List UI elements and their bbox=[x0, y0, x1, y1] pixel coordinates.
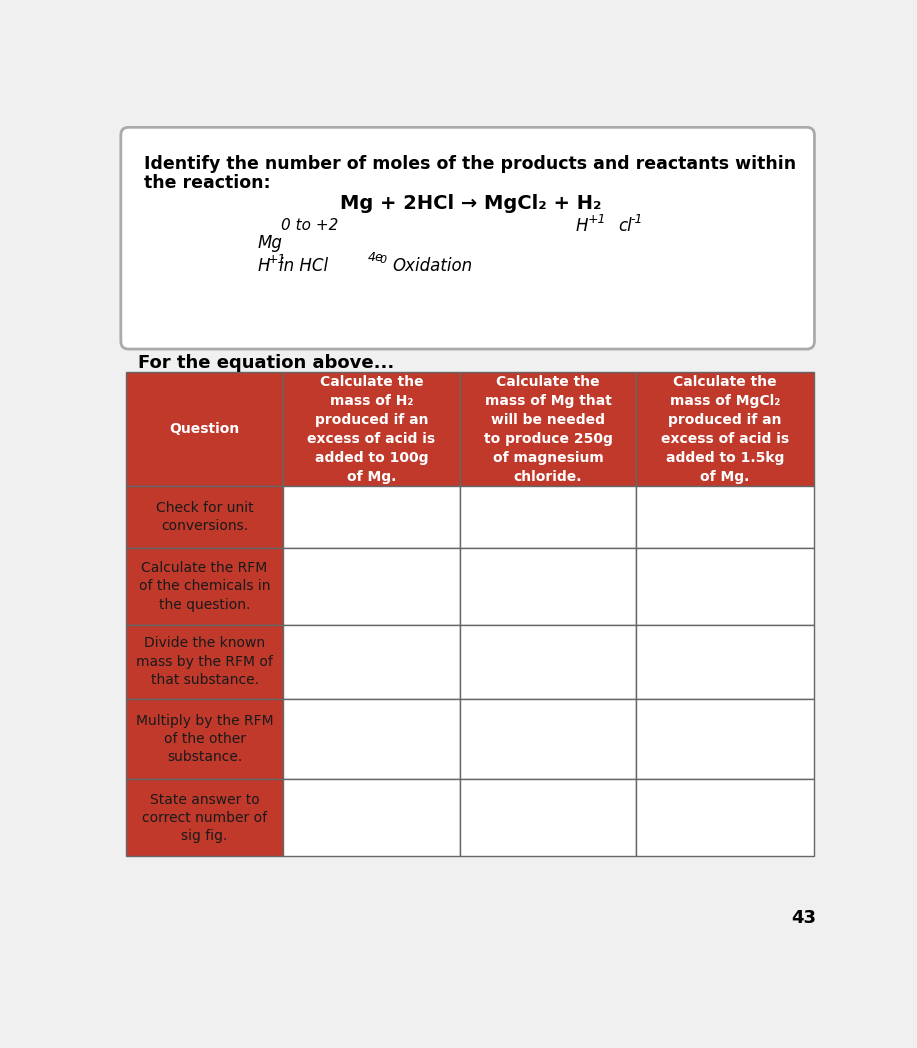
Text: H: H bbox=[576, 217, 588, 235]
Bar bbox=[283, 780, 459, 856]
Text: 43: 43 bbox=[791, 909, 816, 926]
Text: Divide the known
mass by the RFM of
that substance.: Divide the known mass by the RFM of that… bbox=[137, 636, 273, 687]
FancyBboxPatch shape bbox=[121, 127, 814, 349]
Bar bbox=[283, 486, 459, 548]
Text: +1: +1 bbox=[588, 213, 606, 225]
Text: cl: cl bbox=[618, 217, 632, 235]
Text: Question: Question bbox=[170, 422, 239, 436]
Bar bbox=[636, 486, 813, 548]
Bar bbox=[459, 780, 636, 856]
Text: -1: -1 bbox=[631, 213, 643, 225]
Text: Multiply by the RFM
of the other
substance.: Multiply by the RFM of the other substan… bbox=[136, 714, 273, 764]
Text: H: H bbox=[258, 257, 271, 275]
Text: Identify the number of moles of the products and reactants within: Identify the number of moles of the prod… bbox=[144, 155, 796, 173]
Bar bbox=[283, 625, 459, 699]
Bar bbox=[127, 372, 283, 486]
Text: in HCl: in HCl bbox=[279, 257, 328, 275]
Bar bbox=[459, 699, 636, 780]
Text: Calculate the
mass of MgCl₂
produced if an
excess of acid is
added to 1.5kg
of M: Calculate the mass of MgCl₂ produced if … bbox=[661, 375, 789, 483]
Bar bbox=[459, 486, 636, 548]
Bar bbox=[636, 625, 813, 699]
Bar bbox=[459, 548, 636, 625]
Text: For the equation above...: For the equation above... bbox=[138, 353, 394, 372]
Bar bbox=[636, 548, 813, 625]
Bar bbox=[283, 372, 459, 486]
Text: 0: 0 bbox=[380, 255, 387, 265]
Text: State answer to
correct number of
sig fig.: State answer to correct number of sig fi… bbox=[142, 792, 267, 844]
Bar bbox=[636, 699, 813, 780]
Text: the reaction:: the reaction: bbox=[144, 174, 271, 192]
Text: 4e: 4e bbox=[368, 252, 383, 264]
Bar bbox=[127, 780, 283, 856]
Bar bbox=[636, 372, 813, 486]
Text: Mg + 2HCl → MgCl₂ + H₂: Mg + 2HCl → MgCl₂ + H₂ bbox=[340, 194, 602, 213]
Bar bbox=[127, 486, 283, 548]
Text: Calculate the
mass of H₂
produced if an
excess of acid is
added to 100g
of Mg.: Calculate the mass of H₂ produced if an … bbox=[307, 375, 436, 483]
Bar bbox=[127, 625, 283, 699]
Text: +1: +1 bbox=[267, 253, 286, 266]
Text: Oxidation: Oxidation bbox=[392, 257, 472, 275]
Text: Calculate the RFM
of the chemicals in
the question.: Calculate the RFM of the chemicals in th… bbox=[138, 561, 271, 612]
Bar bbox=[127, 699, 283, 780]
Text: 0 to +2: 0 to +2 bbox=[282, 218, 338, 233]
Text: Calculate the
mass of Mg that
will be needed
to produce 250g
of magnesium
chlori: Calculate the mass of Mg that will be ne… bbox=[483, 375, 613, 483]
Bar bbox=[459, 625, 636, 699]
Bar bbox=[636, 780, 813, 856]
Text: Mg: Mg bbox=[258, 234, 282, 252]
Bar bbox=[127, 548, 283, 625]
Bar bbox=[459, 372, 636, 486]
Bar bbox=[283, 548, 459, 625]
Bar bbox=[283, 699, 459, 780]
Text: Check for unit
conversions.: Check for unit conversions. bbox=[156, 501, 253, 533]
